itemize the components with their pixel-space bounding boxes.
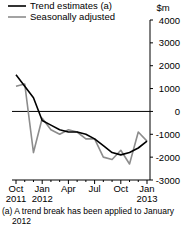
y-tick-label: -3000 [156,175,180,186]
x-tick-label-line: 2012 [32,193,53,204]
y-axis [150,20,151,180]
x-tick-label: Oct2011 [6,183,26,204]
x-tick [129,180,130,182]
x-tick-label-line: Jul [89,183,101,194]
x-tick-label: Jul [89,183,101,194]
chart: 40003000200010000-1000-2000-3000$mOct201… [0,0,181,231]
y-tick-label: 3000 [159,37,180,48]
x-tick-label-line: 2011 [6,193,26,204]
x-tick [103,180,104,182]
x-tick [59,180,60,182]
y-tick-label: -2000 [156,152,180,163]
y-axis-label: $m [156,2,169,13]
x-tick-label: Oct [113,183,128,194]
y-tick [150,180,153,181]
x-tick [112,180,113,182]
x-tick [77,180,78,182]
legend-swatch [8,16,26,18]
legend-label: Seasonally adjusted [30,11,115,22]
y-tick [150,42,153,43]
y-tick [150,134,153,135]
x-tick [24,180,25,182]
x-tick-label-line: Apr [61,183,76,194]
y-tick [150,157,153,158]
x-tick-label: Jan2013 [136,183,157,204]
x-tick [33,180,34,182]
zero-line [12,111,150,112]
y-tick [150,65,153,66]
legend-swatch [8,5,26,7]
x-tick-label-line: 2013 [136,193,157,204]
y-tick-label: 0 [175,106,180,117]
plot-area [16,75,147,164]
x-tick-label-line: Oct [113,183,128,194]
series-line [16,75,147,155]
y-tick [150,20,153,21]
x-tick [50,180,51,182]
x-tick [138,180,139,182]
y-tick-label: 4000 [159,15,180,26]
x-tick-label: Jan2012 [32,183,53,204]
footnote-line: (a) A trend break has been applied to Ja… [2,206,175,216]
series-line [16,84,147,164]
footnote-line: 2012 [12,216,31,226]
x-tick-label: Apr [61,183,76,194]
y-tick-label: 2000 [159,60,180,71]
y-tick [150,88,153,89]
y-tick-label: -1000 [156,129,180,140]
y-tick-label: 1000 [159,83,180,94]
x-tick [85,180,86,182]
y-tick [150,111,153,112]
footnote: (a) A trend break has been applied to Ja… [2,206,175,226]
legend-label: Trend estimates (a) [30,0,112,11]
